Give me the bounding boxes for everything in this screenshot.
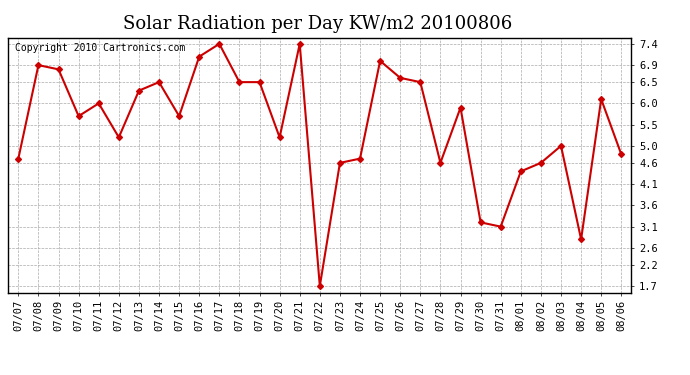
- Text: Copyright 2010 Cartronics.com: Copyright 2010 Cartronics.com: [14, 43, 185, 52]
- Text: Solar Radiation per Day KW/m2 20100806: Solar Radiation per Day KW/m2 20100806: [123, 15, 512, 33]
